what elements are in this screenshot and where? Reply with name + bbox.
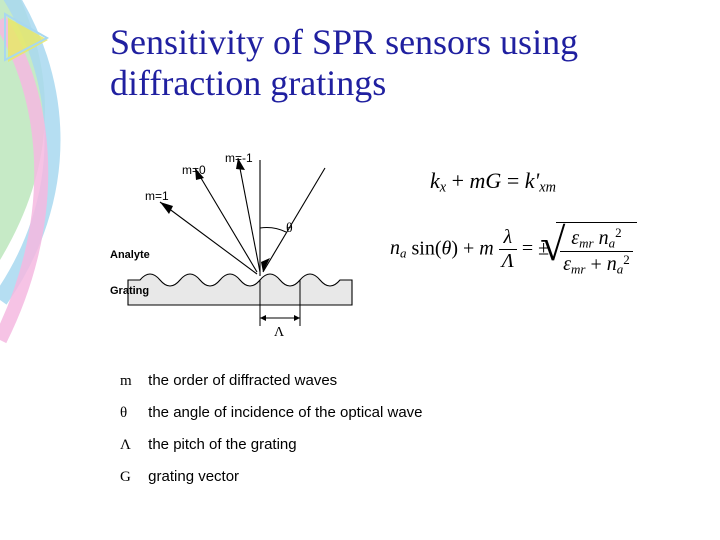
definition-row: Λ the pitch of the grating (120, 436, 423, 454)
label-grating: Grating (110, 285, 149, 297)
definition-text: the order of diffracted waves (148, 372, 337, 389)
label-m1: m=1 (145, 189, 169, 203)
definition-text: grating vector (148, 468, 239, 485)
definition-row: G grating vector (120, 468, 423, 486)
equation-2: na sin(θ) + m λΛ = ± √ εmr na2 εmr + na2 (390, 222, 637, 278)
definitions: m the order of diffracted waves θ the an… (120, 372, 423, 500)
slide-title: Sensitivity of SPR sensors using diffrac… (110, 22, 690, 105)
definition-row: m the order of diffracted waves (120, 372, 423, 390)
definition-symbol: G (120, 469, 144, 486)
definition-symbol: Λ (120, 437, 144, 454)
definition-text: the pitch of the grating (148, 436, 296, 453)
definition-row: θ the angle of incidence of the optical … (120, 404, 423, 422)
grating-diagram: m=0 m=-1 m=1 θ Analyte Grating Λ (110, 150, 370, 340)
label-analyte: Analyte (110, 249, 150, 261)
definition-symbol: θ (120, 405, 144, 422)
label-m0: m=0 (182, 163, 206, 177)
definition-symbol: m (120, 373, 144, 390)
label-theta: θ (286, 221, 293, 236)
label-m-neg1: m=-1 (225, 151, 253, 165)
slide-decoration (0, 0, 100, 540)
definition-text: the angle of incidence of the optical wa… (148, 404, 422, 421)
equation-1: kx + mG = k'xm (430, 168, 556, 197)
label-period: Λ (274, 325, 285, 340)
